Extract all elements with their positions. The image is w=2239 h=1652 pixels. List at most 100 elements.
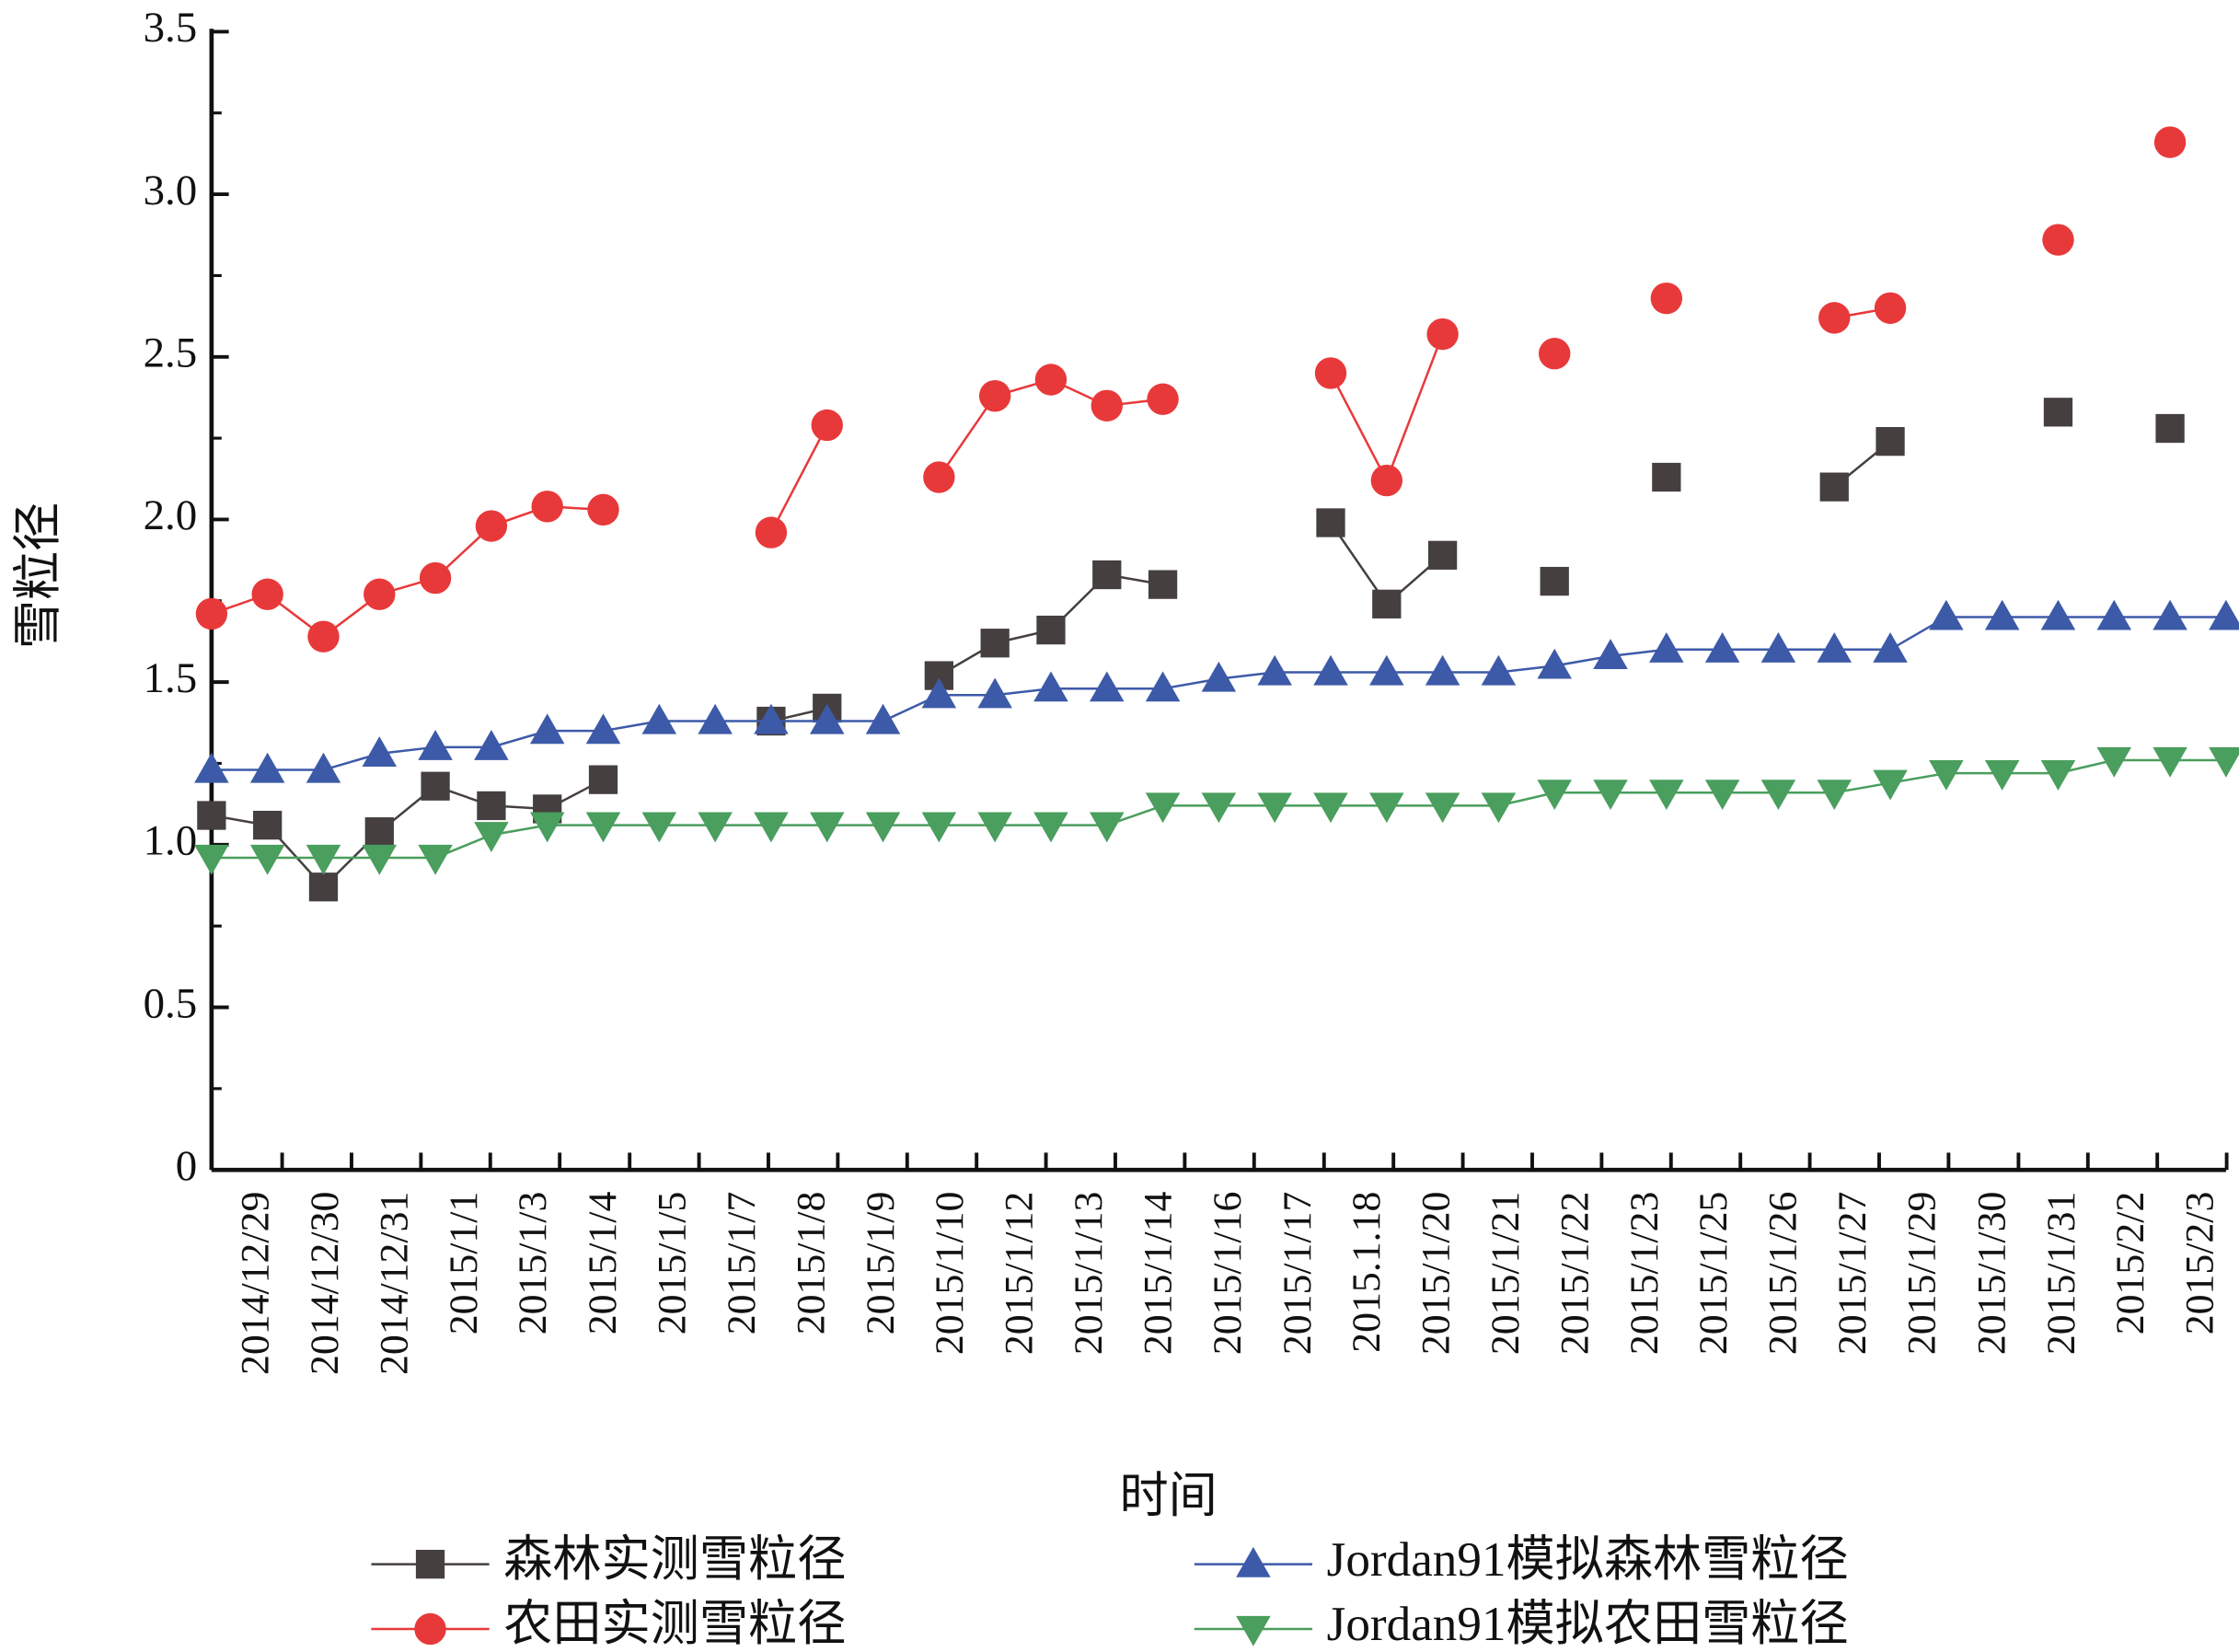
data-point: [977, 677, 1012, 709]
y-tick-label: 0: [176, 1142, 197, 1190]
data-point: [1481, 792, 1517, 824]
data-point: [698, 812, 733, 843]
data-point: [1873, 769, 1908, 801]
y-tick-label: 3.0: [144, 167, 198, 214]
data-point: [641, 812, 677, 843]
y-tick-label: 0.5: [144, 979, 198, 1027]
data-point: [811, 409, 843, 442]
data-point: [2152, 599, 2187, 630]
x-tick-label: 2015/1/22: [1552, 1192, 1597, 1355]
x-tick-label: 2015/1/13: [1067, 1192, 1111, 1355]
data-point: [754, 812, 789, 843]
data-point: [1033, 671, 1068, 702]
x-tick-label: 2015/1/31: [2039, 1192, 2083, 1355]
data-point: [477, 791, 506, 821]
x-tick-label: 2015/2/3: [2178, 1192, 2222, 1335]
series-line: [212, 143, 2170, 637]
data-point: [308, 872, 339, 902]
x-tick-label: 2015/1/8: [789, 1192, 833, 1335]
x-tick-label: 2015/1/14: [1136, 1192, 1180, 1356]
x-tick-label: 2015/1/12: [998, 1192, 1042, 1355]
series-line: [211, 616, 2226, 771]
legend-label: 森林实测雪粒径: [503, 1533, 846, 1587]
data-point: [307, 620, 340, 653]
data-point: [1370, 464, 1403, 497]
data-point: [194, 844, 229, 875]
data-point: [978, 379, 1011, 412]
x-tick-label: 2015/1/17: [1275, 1192, 1320, 1355]
data-point: [755, 516, 788, 549]
data-point: [419, 561, 452, 595]
data-point: [2152, 746, 2187, 778]
data-point: [1425, 654, 1460, 686]
data-point: [529, 812, 565, 843]
data-point: [306, 752, 341, 783]
y-tick-label: 1.5: [144, 654, 198, 702]
data-point: [1873, 632, 1908, 663]
data-point: [1257, 792, 1292, 824]
data-point: [923, 461, 955, 493]
x-tick-label: 2015/2/2: [2108, 1192, 2152, 1335]
x-tick-label: 2015/1/26: [1761, 1192, 1806, 1355]
data-point: [475, 510, 508, 542]
data-point: [531, 491, 563, 523]
x-tick-label: 2015.1.18: [1345, 1192, 1389, 1353]
x-tick-label: 2014/12/29: [234, 1192, 278, 1375]
legend-label: Jordan91模拟农田雪粒径: [1327, 1598, 1849, 1651]
data-point: [1481, 654, 1517, 686]
data-point: [529, 713, 565, 745]
x-tick-label: 2015/1/7: [720, 1192, 764, 1335]
data-point: [1145, 792, 1181, 824]
data-point: [421, 771, 450, 801]
x-tick-label: 2015/1/29: [1899, 1192, 1944, 1356]
data-point: [585, 812, 621, 843]
data-point: [1652, 462, 1681, 492]
data-point: [194, 752, 229, 783]
data-point: [1929, 760, 1964, 791]
data-point: [364, 578, 396, 610]
data-point: [1201, 792, 1237, 824]
data-point: [2096, 599, 2132, 630]
data-point: [1704, 632, 1740, 663]
data-point: [1875, 427, 1905, 456]
data-point: [1819, 472, 1849, 502]
data-point: [980, 629, 1010, 658]
data-point: [1984, 599, 2020, 630]
data-point: [1540, 566, 1569, 596]
data-point: [1817, 780, 1852, 811]
data-point: [1593, 780, 1628, 811]
legend-marker: [1236, 1615, 1271, 1646]
x-tick-label: 2015/1/30: [1969, 1192, 2014, 1355]
data-point: [754, 703, 789, 734]
x-tick-label: 2015/1/4: [581, 1192, 625, 1335]
data-point: [1593, 639, 1628, 669]
data-point: [474, 822, 509, 852]
x-tick-label: 2015/1/23: [1622, 1192, 1667, 1355]
data-point: [1425, 792, 1460, 824]
data-point: [1369, 654, 1404, 686]
data-point: [588, 765, 618, 794]
data-point: [2043, 398, 2073, 427]
data-point: [641, 703, 677, 734]
legend-marker: [414, 1612, 446, 1646]
x-tick-label: 2015/1/10: [928, 1192, 972, 1355]
x-tick-label: 2015/1/3: [511, 1192, 555, 1335]
data-point: [1537, 780, 1572, 811]
data-point: [1316, 508, 1345, 537]
data-point: [418, 730, 453, 760]
data-point: [2040, 760, 2076, 791]
legend-label: Jordan91模拟森林雪粒径: [1327, 1533, 1849, 1587]
data-point: [1874, 292, 1907, 324]
data-point: [1929, 599, 1964, 630]
data-point: [197, 801, 226, 830]
data-point: [587, 493, 619, 526]
data-point: [1148, 570, 1178, 599]
data-point: [364, 817, 394, 847]
data-point: [585, 713, 621, 745]
data-point: [1314, 357, 1347, 389]
data-point: [1147, 383, 1179, 415]
data-point: [1649, 632, 1684, 663]
data-point: [251, 578, 283, 610]
x-tick-label: 2015/1/16: [1206, 1192, 1250, 1356]
data-point: [865, 703, 901, 734]
